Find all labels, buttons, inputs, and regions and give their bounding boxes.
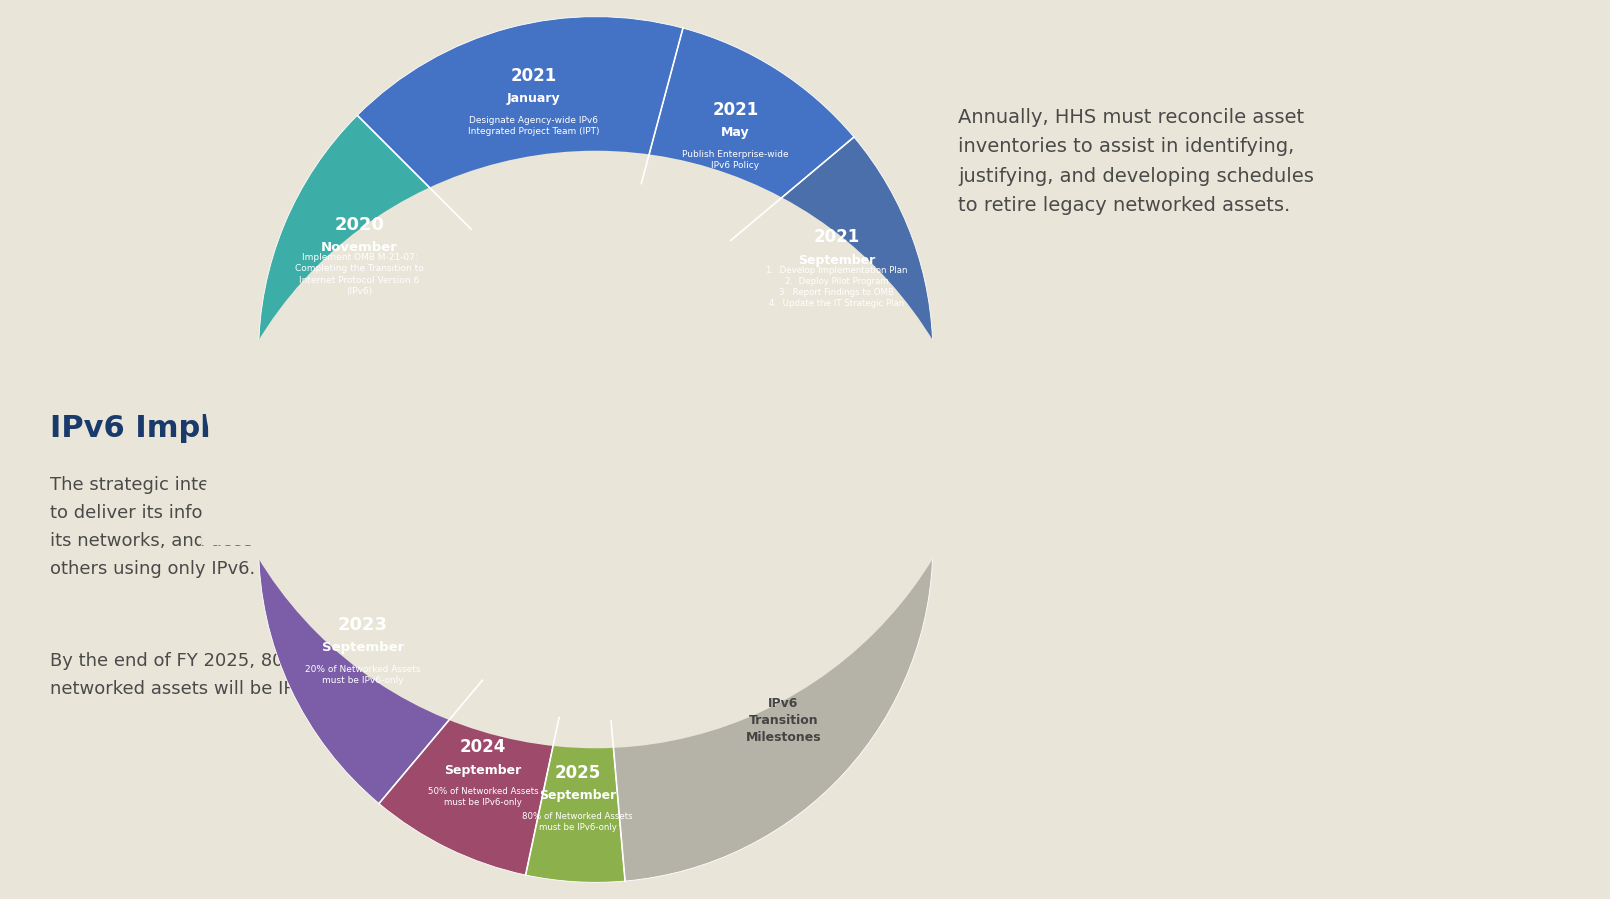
Text: 2021: 2021 xyxy=(813,228,860,246)
Wedge shape xyxy=(259,115,472,353)
Text: 1.  Develop Implementation Plan
2.  Deploy Pilot Program
3.  Report Findings to : 1. Develop Implementation Plan 2. Deploy… xyxy=(766,266,908,308)
Text: 20% of Networked Assets
must be IPv6-only: 20% of Networked Assets must be IPv6-onl… xyxy=(306,664,420,685)
Wedge shape xyxy=(201,353,990,748)
Text: May: May xyxy=(721,126,750,139)
Text: 80% of Networked Assets
must be IPv6-only: 80% of Networked Assets must be IPv6-onl… xyxy=(523,813,633,832)
Wedge shape xyxy=(259,546,483,804)
Text: 2021: 2021 xyxy=(510,67,557,85)
Text: September: September xyxy=(799,254,876,267)
Text: September: September xyxy=(539,789,617,802)
Wedge shape xyxy=(731,137,932,353)
Text: IPv6
Transition
Milestones: IPv6 Transition Milestones xyxy=(745,697,821,743)
Circle shape xyxy=(420,177,771,530)
Text: 2020: 2020 xyxy=(335,216,385,234)
Circle shape xyxy=(420,369,771,722)
Wedge shape xyxy=(525,717,625,882)
Text: By the end of FY 2025, 80% of HHS’
networked assets will be IPv6-only.: By the end of FY 2025, 80% of HHS’ netwo… xyxy=(50,652,374,698)
Text: Publish Enterprise-wide
IPv6 Policy: Publish Enterprise-wide IPv6 Policy xyxy=(683,149,789,170)
Text: 2021: 2021 xyxy=(712,101,758,119)
Wedge shape xyxy=(641,28,853,240)
Text: 50% of Networked Assets
must be IPv6-only: 50% of Networked Assets must be IPv6-onl… xyxy=(428,787,538,807)
Text: Implement OMB M-21-07:
Completing the Transition to
Internet Protocol Version 6
: Implement OMB M-21-07: Completing the Tr… xyxy=(295,254,423,296)
Text: November: November xyxy=(320,241,398,254)
Wedge shape xyxy=(378,681,559,875)
Text: IPv6 Implementation Schedule: IPv6 Implementation Schedule xyxy=(50,414,575,442)
Text: September: September xyxy=(322,642,404,654)
Wedge shape xyxy=(201,151,990,546)
Text: September: September xyxy=(444,763,522,777)
Text: The strategic intent is for the Department
to deliver its information services, : The strategic intent is for the Departme… xyxy=(50,476,435,578)
Text: 2025: 2025 xyxy=(555,763,601,781)
Wedge shape xyxy=(357,17,683,229)
Wedge shape xyxy=(612,546,932,881)
Text: January: January xyxy=(507,93,560,105)
Text: Designate Agency-wide IPv6
Integrated Project Team (IPT): Designate Agency-wide IPv6 Integrated Pr… xyxy=(469,116,599,136)
Text: 2023: 2023 xyxy=(338,616,388,634)
Text: 2024: 2024 xyxy=(460,738,507,756)
Text: Annually, HHS must reconcile asset
inventories to assist in identifying,
justify: Annually, HHS must reconcile asset inven… xyxy=(958,108,1314,216)
